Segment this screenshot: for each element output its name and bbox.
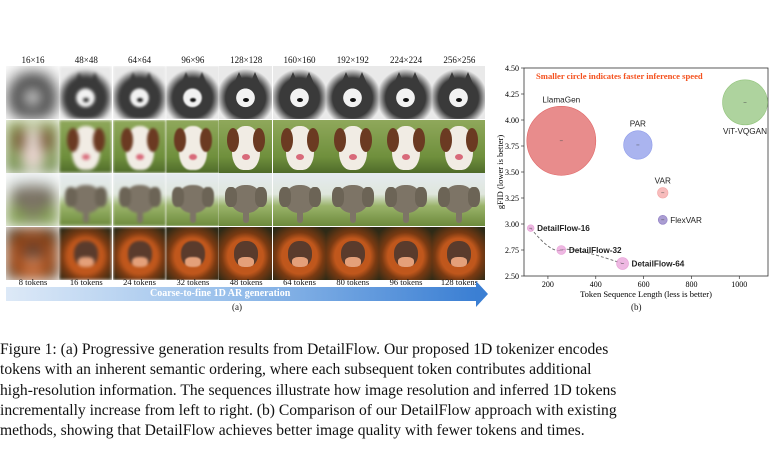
generated-image <box>6 66 59 119</box>
generated-image <box>432 66 486 119</box>
token-count-label: 8 tokens <box>18 277 48 287</box>
caption-line: tokens with an inherent semantic orderin… <box>0 361 592 379</box>
generated-image <box>272 66 326 119</box>
generated-image <box>219 173 273 226</box>
y-tick-label: 4.50 <box>505 64 519 73</box>
caption-line: high-resolution information. The sequenc… <box>0 381 617 399</box>
generated-image <box>272 119 326 173</box>
y-tick-label: 4.00 <box>505 116 519 125</box>
arrow-label: Coarse-to-fine 1D AR generation <box>150 288 291 299</box>
generated-image <box>379 173 433 226</box>
generated-image <box>325 226 379 280</box>
figure-caption: Figure 1: (a) Progressive generation res… <box>0 340 770 441</box>
point-label: VAR <box>655 177 671 186</box>
point-label: PAR <box>630 120 646 129</box>
generated-image <box>219 226 273 280</box>
token-count-label: 128 tokens <box>440 277 478 287</box>
y-tick-label: 2.75 <box>505 246 519 255</box>
point-label: ViT-VQGAN <box>723 127 767 136</box>
progress-arrow <box>6 287 476 301</box>
resolution-label: 48×48 <box>74 55 98 65</box>
x-axis-label: Token Sequence Length (less is better) <box>580 289 712 299</box>
point-label: DetailFlow-16 <box>537 224 590 233</box>
generated-image <box>219 66 273 119</box>
generated-image <box>59 66 113 119</box>
generated-image <box>272 173 326 226</box>
token-count-label: 48 tokens <box>229 277 263 287</box>
resolution-label: 256×256 <box>443 55 476 65</box>
point-label: LlamaGen <box>542 95 580 104</box>
generated-image <box>432 119 486 173</box>
arrow-head-icon <box>476 281 488 307</box>
panel-b-scatter-chart: 200 400 600 800 1000 2.50 2.75 3.00 3.25 3.50 3.75… <box>495 64 769 299</box>
generated-image <box>165 66 219 119</box>
chart-points <box>526 79 768 270</box>
point-label: DetailFlow-64 <box>632 260 685 269</box>
generated-image <box>272 226 326 280</box>
resolution-label: 16×16 <box>21 55 45 65</box>
generated-image <box>112 66 166 119</box>
x-tick-label: 800 <box>685 280 697 289</box>
caption-line: incrementally increase from left to righ… <box>0 401 617 419</box>
y-tick-label: 2.50 <box>505 272 519 281</box>
sublabel-b: (b) <box>631 302 642 312</box>
generated-image <box>59 173 113 226</box>
generated-image <box>219 119 273 173</box>
token-count-label: 80 tokens <box>336 277 370 287</box>
token-count-label: 24 tokens <box>123 277 156 287</box>
resolution-label: 192×192 <box>336 55 369 65</box>
generated-image <box>379 226 433 280</box>
resolution-label: 64×64 <box>128 55 152 65</box>
generated-image <box>432 173 486 226</box>
generated-image <box>379 119 433 173</box>
generated-image <box>432 226 486 280</box>
trendline <box>530 227 623 264</box>
chart-trendline <box>530 227 623 264</box>
generated-image <box>325 66 379 119</box>
y-tick-label: 3.00 <box>505 220 519 229</box>
token-count-label: 64 tokens <box>283 277 316 287</box>
generated-image <box>6 173 59 226</box>
generated-image <box>112 173 166 226</box>
x-tick-label: 400 <box>590 280 602 289</box>
generated-image <box>112 226 166 280</box>
sublabel-a: (a) <box>232 302 242 312</box>
generated-image <box>6 226 59 280</box>
resolution-label: 128×128 <box>230 55 263 65</box>
chart-text: Smaller circle indicates faster inferenc… <box>536 71 767 269</box>
y-tick-label: 4.25 <box>505 90 519 99</box>
token-count-label: 32 tokens <box>176 277 210 287</box>
point-label: DetailFlow-32 <box>569 246 622 255</box>
point-label: FlexVAR <box>670 216 702 225</box>
generated-image <box>6 119 59 173</box>
generated-image <box>165 119 219 173</box>
y-tick-label: 3.25 <box>505 194 519 203</box>
generated-image <box>112 119 166 173</box>
generated-image <box>325 119 379 173</box>
x-tick-label: 600 <box>638 280 650 289</box>
generated-image <box>59 119 113 173</box>
x-tick-label: 1000 <box>731 280 747 289</box>
generated-image <box>165 173 219 226</box>
caption-line: methods, showing that DetailFlow achieve… <box>0 422 585 440</box>
generated-image <box>165 226 219 280</box>
y-tick-label: 3.50 <box>505 168 519 177</box>
caption-line: Figure 1: (a) Progressive generation res… <box>0 341 609 358</box>
generated-image <box>325 173 379 226</box>
resolution-label: 224×224 <box>390 55 423 65</box>
generated-image <box>379 66 433 119</box>
panel-a-progressive-generation: 16×16 48×48 64×64 96×96 128×128 160×160 192×19… <box>0 0 490 320</box>
y-axis-label: gFID (lower is better) <box>495 135 505 210</box>
token-count-label: 96 tokens <box>389 277 423 287</box>
generated-image <box>59 226 113 280</box>
y-tick-label: 3.75 <box>505 142 519 151</box>
chart-title: Smaller circle indicates faster inferenc… <box>536 71 703 81</box>
resolution-label: 96×96 <box>181 55 205 65</box>
x-tick-label: 200 <box>542 280 554 289</box>
resolution-label: 160×160 <box>283 55 316 65</box>
token-count-label: 16 tokens <box>69 277 103 287</box>
